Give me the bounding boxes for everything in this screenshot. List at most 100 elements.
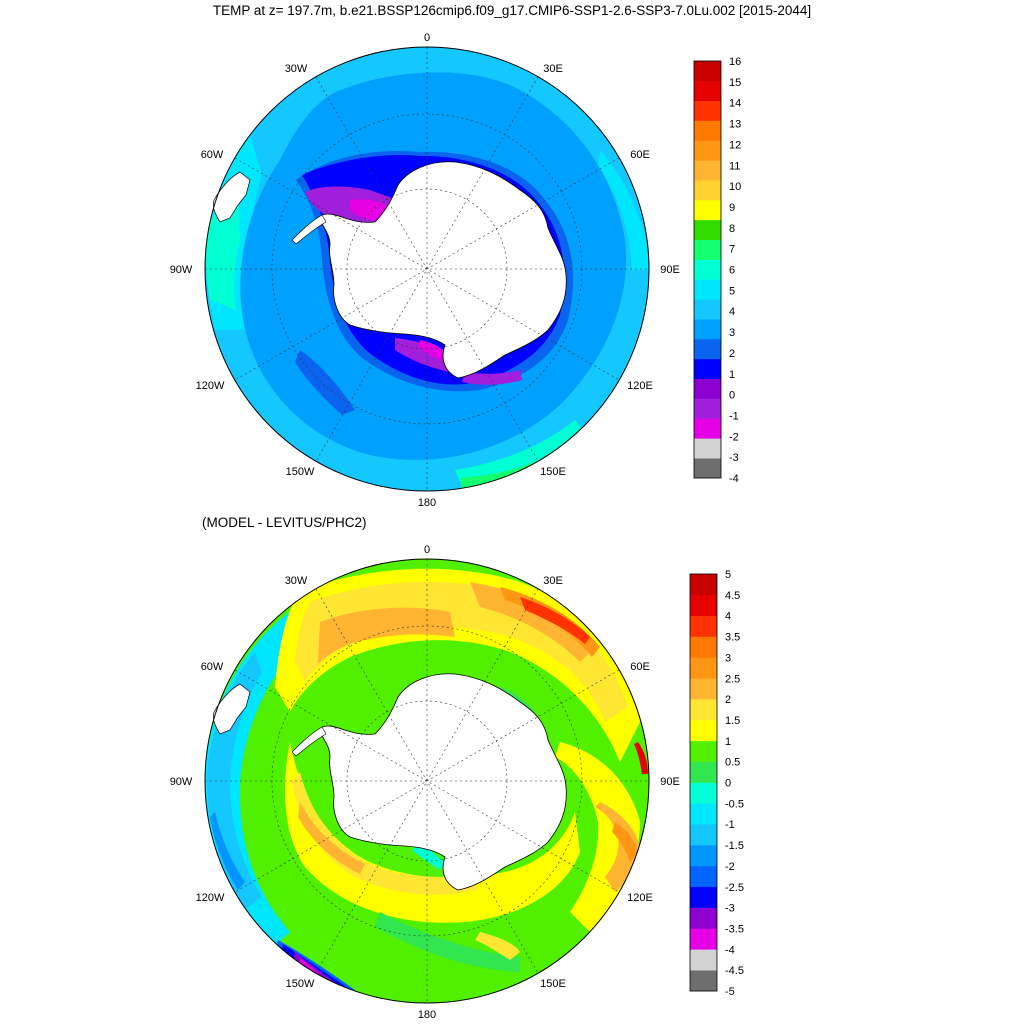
temperature-colorbar-swatch	[694, 180, 721, 201]
difference-colorbar-swatch	[690, 657, 717, 679]
lon-label-30w-b: 30W	[285, 575, 308, 587]
temperature-colorbar-label: -3	[729, 452, 739, 464]
temperature-colorbar-swatch	[694, 458, 721, 479]
temperature-colorbar-frame	[693, 60, 722, 479]
temperature-colorbar-swatch	[694, 279, 721, 300]
lon-label-90w-b: 90W	[170, 776, 193, 788]
temperature-colorbar-label: -1	[729, 410, 739, 422]
difference-colorbar-label: 4.5	[725, 590, 740, 602]
temperature-map-panel: 0 30E 60E 90E 120E 150E 180 150W 120W 90…	[170, 32, 742, 509]
difference-colorbar-swatch	[690, 574, 717, 596]
temperature-colorbar-swatch	[694, 358, 721, 380]
temperature-colorbar-label: 9	[729, 202, 735, 214]
temperature-colorbar-swatch	[694, 100, 721, 121]
temperature-colorbar-swatch	[694, 259, 721, 280]
temperature-colorbar-swatch	[694, 339, 721, 360]
graticule-2	[205, 559, 649, 1003]
difference-colorbar-label: 3	[725, 652, 731, 664]
temperature-colorbar-label: 3	[729, 327, 735, 339]
difference-colorbar-swatch	[690, 803, 717, 825]
lon-label-150w: 150W	[286, 466, 315, 478]
temperature-colorbar-swatch	[694, 219, 721, 241]
difference-colorbar-swatch	[690, 719, 717, 742]
temperature-colorbar-label: 8	[729, 223, 735, 235]
lon-label-30e-b: 30E	[543, 575, 563, 587]
difference-colorbar-swatch	[690, 865, 717, 888]
temperature-colorbar-swatch	[694, 438, 721, 459]
lon-label-90e-b: 90E	[660, 776, 680, 788]
main-title: TEMP at z= 197.7m, b.e21.BSSP126cmip6.f0…	[212, 3, 812, 18]
lon-label-150e-b: 150E	[540, 978, 566, 990]
temperature-colorbar-label: 13	[729, 119, 741, 131]
difference-colorbar-label: -1	[725, 819, 735, 831]
difference-colorbar-label: -0.5	[725, 798, 744, 810]
lon-label-120e: 120E	[627, 380, 653, 392]
temperature-colorbar-label: 11	[729, 160, 740, 172]
difference-colorbar-swatch	[690, 824, 717, 846]
difference-colorbar-label: 2.5	[725, 673, 740, 685]
antarctica-landmass-2	[320, 673, 567, 891]
difference-colorbar-label: 0	[725, 778, 731, 790]
temperature-colorbar-label: 15	[729, 77, 741, 89]
difference-colorbar-label: 1	[725, 736, 731, 748]
temperature-colorbar-swatch	[694, 200, 721, 221]
temperature-colorbar-swatch	[694, 418, 721, 439]
difference-colorbar-label: -5	[725, 986, 735, 998]
temperature-colorbar-label: 12	[729, 139, 741, 151]
difference-colorbar-swatch	[690, 782, 717, 804]
difference-map-panel: 0 30E 60E 90E 120E 150E 180 150W 120W 90…	[170, 544, 744, 1021]
difference-colorbar-swatch	[690, 678, 717, 700]
difference-colorbar-label: -4	[725, 944, 735, 956]
lon-label-0: 0	[424, 32, 430, 44]
temperature-colorbar-swatch	[694, 378, 721, 399]
temperature-colorbar-label: 2	[729, 348, 735, 360]
difference-colorbar-swatch	[690, 970, 717, 992]
difference-colorbar-swatch	[690, 740, 717, 762]
temperature-colorbar-swatch	[694, 61, 721, 82]
temperature-colorbar-swatch	[694, 140, 721, 161]
lon-label-120w: 120W	[196, 380, 225, 392]
lon-label-150w-b: 150W	[286, 978, 315, 990]
temperature-colorbar-label: 10	[729, 181, 741, 193]
lon-label-180-b: 180	[418, 1009, 436, 1021]
lon-label-60w-b: 60W	[201, 661, 224, 673]
difference-colorbar-label: 3.5	[725, 632, 740, 644]
temperature-colorbar-label: -2	[729, 431, 739, 443]
lon-label-60e: 60E	[630, 149, 650, 161]
temperature-colorbar-label: 14	[729, 98, 741, 110]
difference-colorbar-label: -2	[725, 861, 735, 873]
lon-label-60w: 60W	[201, 149, 224, 161]
temperature-colorbar-swatch	[694, 80, 721, 102]
lon-label-150e: 150E	[540, 466, 566, 478]
panel2-title: (MODEL - LEVITUS/PHC2)	[202, 515, 367, 530]
temperature-colorbar-label: 5	[729, 285, 735, 297]
difference-colorbar-swatch	[690, 699, 717, 721]
difference-colorbar-label: -3.5	[725, 923, 744, 935]
difference-colorbar-label: 1.5	[725, 715, 740, 727]
temperature-colorbar-label: 4	[729, 306, 735, 318]
difference-colorbar-label: -2.5	[725, 882, 744, 894]
difference-colorbar-frame	[689, 573, 718, 992]
temperature-colorbar-swatch	[694, 319, 721, 340]
temperature-colorbar-swatch	[694, 398, 721, 419]
difference-colorbar-label: -1.5	[725, 840, 744, 852]
difference-colorbar-label: 2	[725, 694, 731, 706]
lon-label-90w: 90W	[170, 264, 193, 276]
temperature-colorbar-swatch	[694, 299, 721, 320]
lon-label-180: 180	[418, 497, 436, 509]
difference-colorbar-swatch	[690, 907, 717, 929]
difference-colorbar-swatch	[690, 761, 717, 783]
lon-label-60e-b: 60E	[630, 661, 650, 673]
difference-colorbar-label: 0.5	[725, 757, 740, 769]
temperature-colorbar-swatch	[694, 120, 721, 141]
temperature-colorbar-label: 6	[729, 265, 735, 277]
lon-label-0-b: 0	[424, 544, 430, 556]
lon-label-30e: 30E	[543, 63, 563, 75]
lon-label-120w-b: 120W	[196, 892, 225, 904]
temperature-colorbar-swatch	[694, 160, 721, 181]
lon-label-30w: 30W	[285, 63, 308, 75]
difference-colorbar-swatch	[690, 845, 717, 867]
temperature-colorbar-label: 7	[729, 244, 735, 256]
lon-label-120e-b: 120E	[627, 892, 653, 904]
difference-colorbar-swatch	[690, 886, 717, 908]
